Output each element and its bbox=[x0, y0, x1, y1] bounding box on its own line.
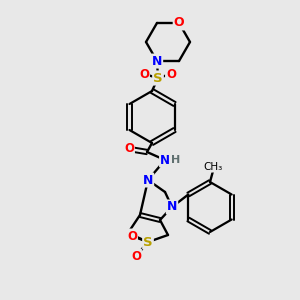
Text: O: O bbox=[124, 142, 134, 155]
Text: CH₃: CH₃ bbox=[203, 162, 223, 172]
Text: O: O bbox=[139, 68, 149, 80]
Text: O: O bbox=[166, 68, 176, 80]
Text: N: N bbox=[160, 154, 170, 166]
Text: S: S bbox=[143, 236, 153, 248]
Text: N: N bbox=[167, 200, 177, 214]
Text: O: O bbox=[174, 16, 184, 29]
Text: H: H bbox=[171, 155, 181, 165]
Text: O: O bbox=[131, 250, 141, 262]
Text: N: N bbox=[152, 55, 162, 68]
Text: S: S bbox=[153, 71, 163, 85]
Text: N: N bbox=[143, 173, 153, 187]
Text: O: O bbox=[127, 230, 137, 242]
